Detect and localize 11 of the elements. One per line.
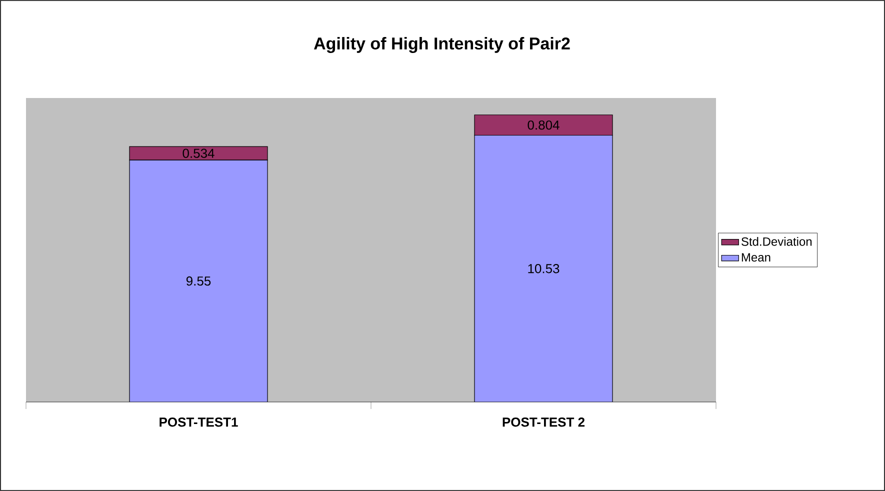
data-label: 10.53 bbox=[528, 264, 560, 274]
data-label: 0.804 bbox=[528, 120, 560, 130]
legend-label: Std.Deviation bbox=[742, 237, 812, 246]
data-label: 9.55 bbox=[186, 276, 211, 286]
data-label: 0.534 bbox=[182, 148, 214, 158]
x-tick-label: POST-TEST1 bbox=[160, 418, 238, 427]
bar bbox=[474, 134, 613, 402]
bar bbox=[130, 160, 268, 402]
chart-title: Agility of High Intensity of Pair2 bbox=[314, 37, 570, 53]
legend-label: Mean bbox=[742, 253, 770, 262]
x-tick-label: POST-TEST 2 bbox=[502, 418, 585, 427]
